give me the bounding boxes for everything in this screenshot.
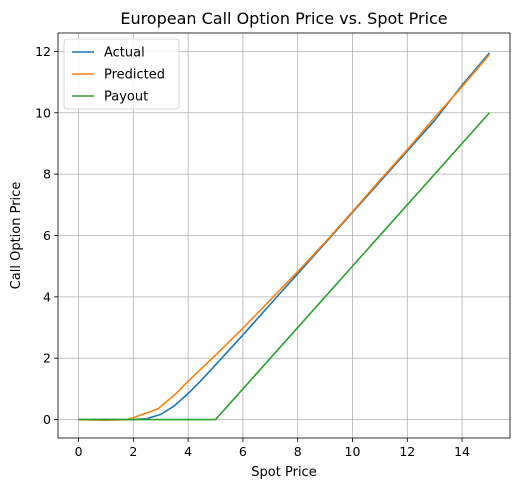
x-tick-label: 6 bbox=[239, 444, 247, 459]
series-line-actual bbox=[78, 52, 491, 421]
y-tick-label: 6 bbox=[43, 228, 51, 243]
legend-label-payout: Payout bbox=[104, 90, 148, 105]
x-tick-label: 14 bbox=[454, 444, 470, 459]
legend-box bbox=[63, 38, 180, 110]
series-line-payout bbox=[78, 112, 491, 421]
legend: Actual Predicted Payout bbox=[63, 38, 180, 110]
y-tick-label: 0 bbox=[43, 412, 51, 427]
y-tick-label: 4 bbox=[43, 289, 51, 304]
x-tick-label: 10 bbox=[345, 444, 361, 459]
legend-label-actual: Actual bbox=[104, 46, 145, 61]
x-tick-label: 12 bbox=[399, 444, 415, 459]
x-tick-label: 2 bbox=[129, 444, 137, 459]
y-tick-label: 12 bbox=[35, 44, 51, 59]
legend-label-predicted: Predicted bbox=[104, 68, 165, 83]
y-axis-label: Call Option Price bbox=[9, 182, 24, 290]
x-tick-label: 4 bbox=[184, 444, 192, 459]
chart-title: European Call Option Price vs. Spot Pric… bbox=[120, 9, 447, 28]
y-tick-label: 2 bbox=[43, 351, 51, 366]
y-tick-label: 8 bbox=[43, 167, 51, 182]
series-lines bbox=[78, 52, 491, 422]
axis-ticks: 0 2 4 6 8 10 12 14 0 2 4 6 8 10 12 bbox=[35, 44, 470, 459]
y-tick-label: 10 bbox=[35, 105, 51, 120]
series-line-predicted bbox=[78, 53, 491, 422]
x-tick-label: 0 bbox=[75, 444, 83, 459]
x-tick-label: 8 bbox=[294, 444, 302, 459]
x-axis-label: Spot Price bbox=[251, 465, 316, 480]
